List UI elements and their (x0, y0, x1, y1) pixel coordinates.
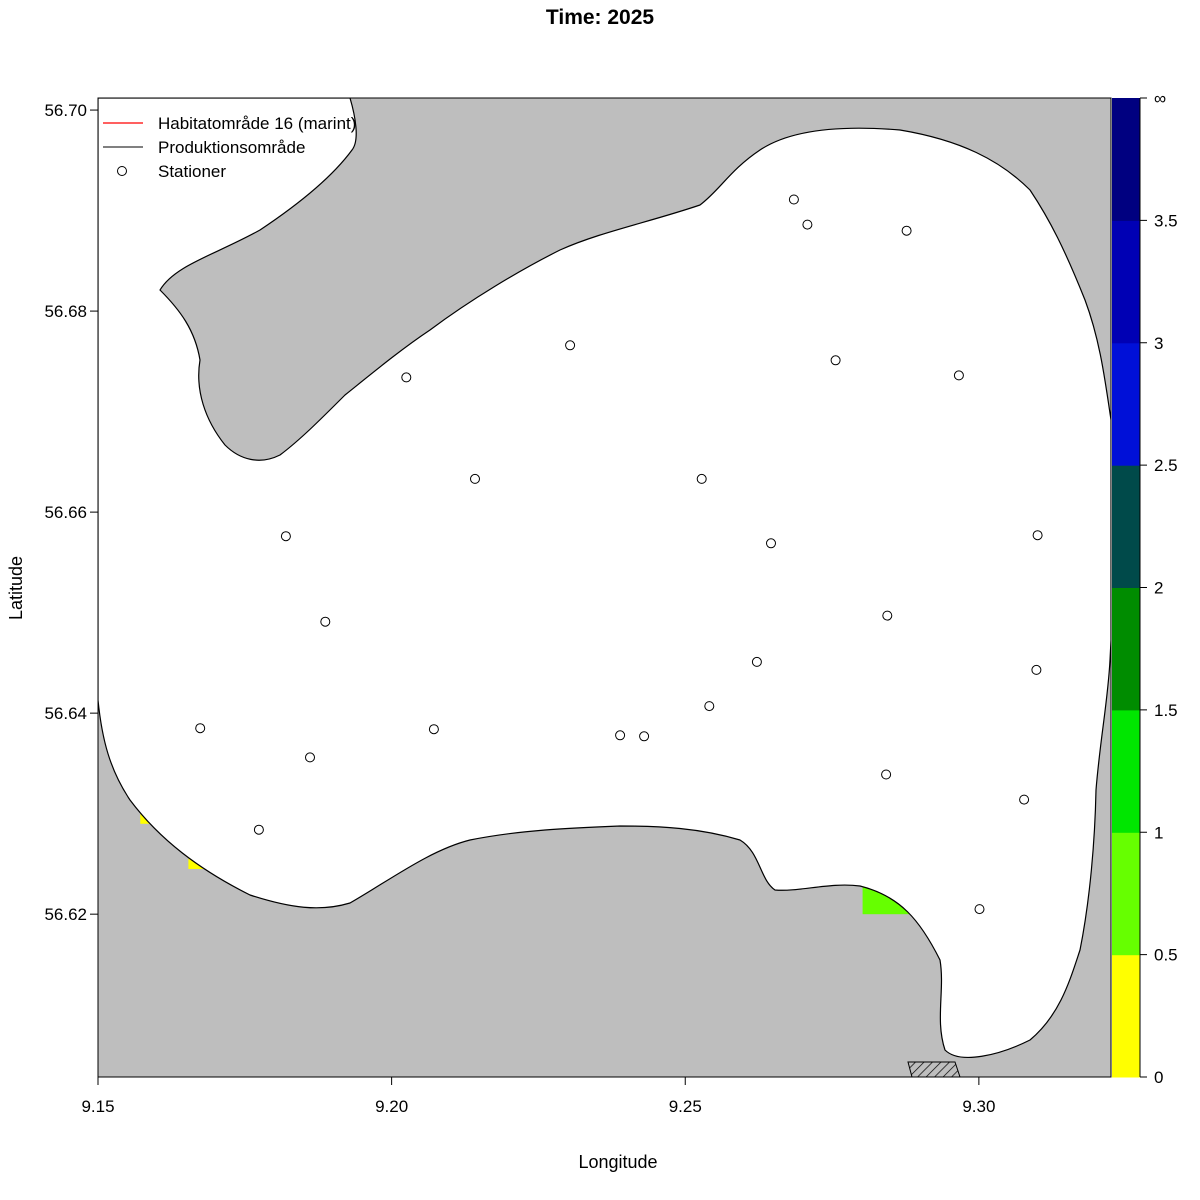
colorbar-label: 0.5 (1154, 946, 1178, 965)
colorbar-label: 3.5 (1154, 211, 1178, 230)
station-marker (953, 370, 964, 381)
station-marker (901, 225, 912, 236)
colorbar-swatch (1112, 587, 1140, 711)
colorbar-swatch (1112, 465, 1140, 588)
station-marker (470, 473, 480, 484)
station-marker (974, 904, 985, 915)
stations-layer (195, 194, 1043, 915)
x-tick-label: 9.25 (669, 1097, 702, 1116)
colorbar-swatch (1112, 220, 1140, 344)
station-marker (401, 372, 412, 383)
colorbar-label: 2 (1154, 579, 1163, 598)
colorbar-label: 0 (1154, 1068, 1163, 1087)
station-marker (195, 723, 206, 734)
legend: Habitatområde 16 (marint) Produktionsomr… (103, 114, 356, 181)
station-marker (253, 824, 264, 835)
colorbar-swatch (1112, 342, 1140, 466)
y-tick-label: 56.68 (44, 302, 87, 321)
colorbar-label: 3 (1154, 334, 1163, 353)
y-axis: 56.62 56.64 56.66 56.68 56.70 (44, 101, 99, 924)
colorbar: 0 0.5 1 1.5 2 2.5 3 3.5 ∞ (1112, 89, 1178, 1087)
colorbar-swatch (1112, 98, 1140, 221)
station-marker (751, 656, 762, 667)
colorbar-label: 1 (1154, 823, 1163, 842)
map-title: Time: 2025 (546, 6, 654, 29)
station-marker (565, 340, 576, 351)
y-tick-label: 56.62 (44, 905, 87, 924)
colorbar-label: 1.5 (1154, 701, 1178, 720)
x-axis: 9.15 9.20 9.25 9.30 (81, 1076, 995, 1116)
station-marker (639, 731, 650, 742)
legend-station-symbol (117, 166, 127, 176)
station-marker (696, 473, 707, 484)
station-marker (802, 219, 813, 230)
station-marker (615, 730, 626, 741)
y-tick-label: 56.64 (44, 704, 87, 723)
station-marker (766, 538, 776, 549)
station-marker (788, 194, 799, 205)
colorbar-label: 2.5 (1154, 456, 1178, 475)
station-marker (830, 355, 841, 366)
station-marker (320, 616, 331, 627)
legend-label-habitat: Habitatområde 16 (marint) (158, 114, 356, 133)
x-axis-label: Longitude (578, 1152, 657, 1172)
colorbar-swatch (1112, 954, 1140, 1078)
station-marker (1031, 664, 1042, 675)
station-marker (881, 769, 892, 780)
x-tick-label: 9.30 (962, 1097, 995, 1116)
station-marker (280, 531, 291, 542)
y-tick-label: 56.66 (44, 503, 87, 522)
y-tick-label: 56.70 (44, 101, 87, 120)
legend-label-production: Produktionsområde (158, 138, 305, 157)
colorbar-label: ∞ (1154, 89, 1166, 108)
station-marker (704, 701, 715, 712)
station-marker (882, 610, 893, 621)
y-axis-label: Latitude (6, 556, 26, 620)
hatched-area (907, 1061, 961, 1077)
station-marker (1032, 530, 1043, 541)
map-area (98, 98, 1111, 1077)
x-tick-label: 9.15 (81, 1097, 114, 1116)
station-marker (1019, 794, 1030, 805)
x-tick-label: 9.20 (375, 1097, 408, 1116)
station-marker (305, 752, 315, 763)
colorbar-swatch (1112, 709, 1140, 833)
legend-label-stations: Stationer (158, 162, 226, 181)
station-marker (428, 724, 439, 735)
colorbar-swatch (1112, 832, 1140, 956)
